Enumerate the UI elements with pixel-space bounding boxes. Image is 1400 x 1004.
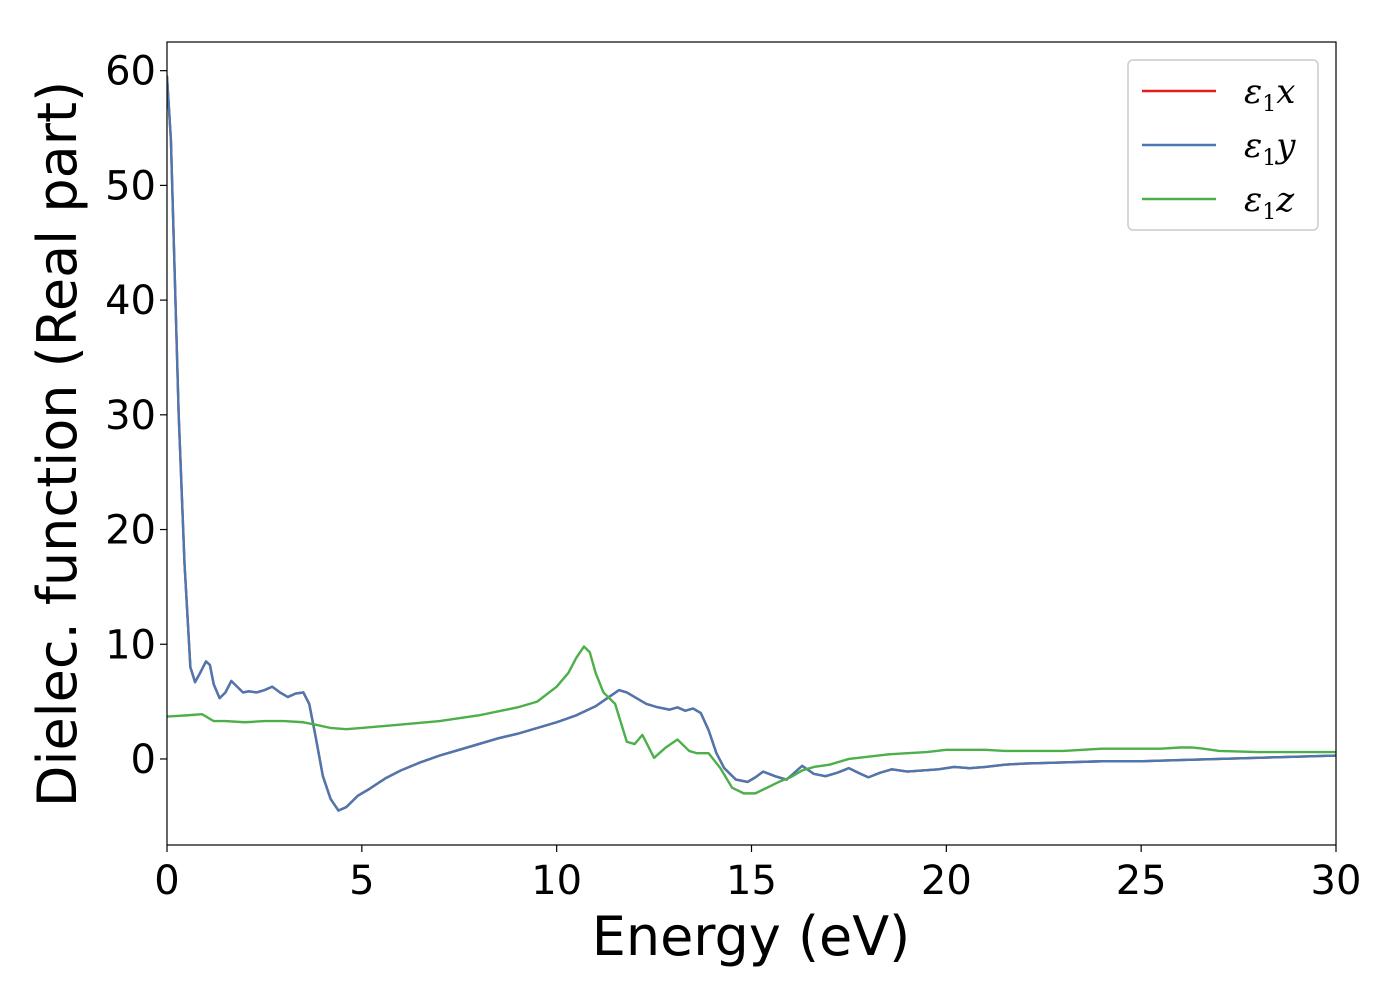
x-tick-label: 15 xyxy=(726,858,777,904)
x-axis-title: Energy (eV) xyxy=(592,905,911,968)
x-tick-label: 0 xyxy=(154,858,179,904)
series-line-ε1z xyxy=(167,645,1336,795)
legend-items: ε1x ε1y ε1z xyxy=(1142,72,1296,225)
series-layer xyxy=(167,75,1336,812)
x-tick-label: 25 xyxy=(1116,858,1167,904)
x-axis-ticks: 0 5 10 15 20 25 30 xyxy=(154,845,1361,904)
legend-label: ε1x xyxy=(1244,72,1295,117)
legend: ε1x ε1y ε1z xyxy=(1127,59,1319,231)
y-tick-label: 0 xyxy=(131,737,156,783)
y-tick-label: 20 xyxy=(105,508,156,554)
y-tick-label: 40 xyxy=(105,278,156,324)
y-tick-label: 60 xyxy=(105,49,156,95)
legend-label: ε1y xyxy=(1244,126,1296,171)
legend-item-ε1z: ε1z xyxy=(1142,180,1295,225)
legend-box xyxy=(1127,59,1319,231)
y-tick-label: 30 xyxy=(105,393,156,439)
x-tick-label: 20 xyxy=(921,858,972,904)
y-axis-ticks: 0 10 20 30 40 50 60 xyxy=(105,49,167,783)
legend-item-ε1y: ε1y xyxy=(1142,126,1296,171)
y-tick-label: 10 xyxy=(105,622,156,668)
series-line-ε1y xyxy=(167,75,1336,812)
y-axis-title: Dielec. function (Real part) xyxy=(26,81,89,807)
y-tick-label: 50 xyxy=(105,163,156,209)
x-tick-label: 30 xyxy=(1311,858,1362,904)
legend-item-ε1x: ε1x xyxy=(1142,72,1295,117)
x-tick-label: 10 xyxy=(531,858,582,904)
x-tick-label: 5 xyxy=(349,858,374,904)
legend-label: ε1z xyxy=(1244,180,1295,225)
